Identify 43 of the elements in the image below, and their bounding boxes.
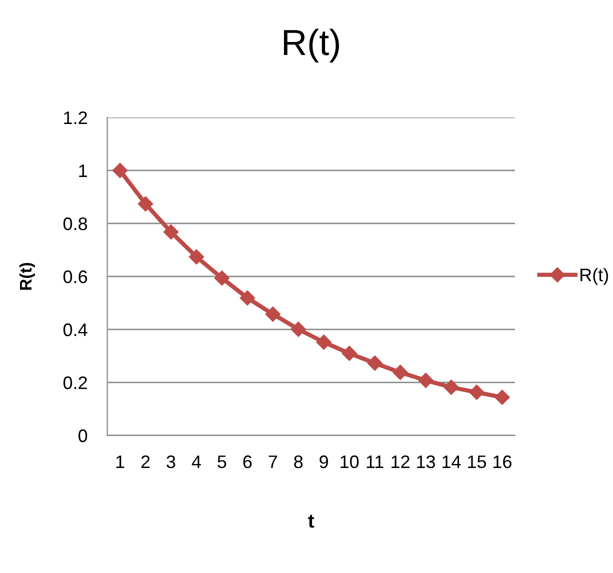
x-tick-label: 4 — [192, 456, 201, 468]
y-tick-label: 1.2 — [64, 111, 87, 124]
point — [392, 364, 408, 380]
point — [163, 224, 179, 240]
y-tick-label: 0.4 — [63, 323, 88, 336]
point — [214, 270, 230, 286]
x-tick-label: 13 — [417, 455, 435, 468]
point — [290, 322, 306, 337]
x-tick-label: 2 — [141, 455, 150, 468]
chart-title: R(t) — [284, 28, 339, 62]
y-tick-label: 0.8 — [63, 217, 88, 230]
point — [418, 372, 434, 388]
point — [494, 390, 510, 405]
x-tick-label: 15 — [468, 456, 486, 468]
x-tick-label: 10 — [340, 455, 359, 468]
x-tick-label: 6 — [243, 455, 252, 468]
x-tick-label: 9 — [320, 455, 328, 468]
x-tick-label: 11 — [366, 456, 384, 468]
x-tick-label: 7 — [268, 456, 277, 468]
point — [112, 162, 128, 178]
x-tick-label: 12 — [392, 455, 410, 468]
x-tick-label: 3 — [166, 455, 176, 468]
legend-label: R(t) — [580, 268, 608, 285]
x-tick-label: 8 — [294, 455, 303, 468]
y-tick-label: 0 — [78, 429, 88, 442]
point — [138, 196, 154, 212]
point — [316, 334, 332, 350]
x-tick-label: 5 — [218, 456, 226, 468]
x-tick-label: 14 — [442, 456, 461, 468]
y-axis-title: R(t) — [19, 262, 35, 290]
point — [469, 384, 484, 400]
point — [188, 249, 204, 264]
point — [342, 346, 357, 361]
point — [444, 380, 459, 395]
x-tick-label: 1 — [116, 456, 124, 468]
x-tick-label: 16 — [494, 455, 512, 468]
point — [265, 306, 280, 322]
y-tick-label: 0.6 — [63, 270, 88, 284]
point — [240, 290, 255, 306]
x-axis-title: t — [308, 514, 314, 528]
y-tick-label: 0.2 — [63, 376, 87, 390]
y-tick-label: 1 — [79, 164, 87, 178]
point — [367, 356, 382, 371]
